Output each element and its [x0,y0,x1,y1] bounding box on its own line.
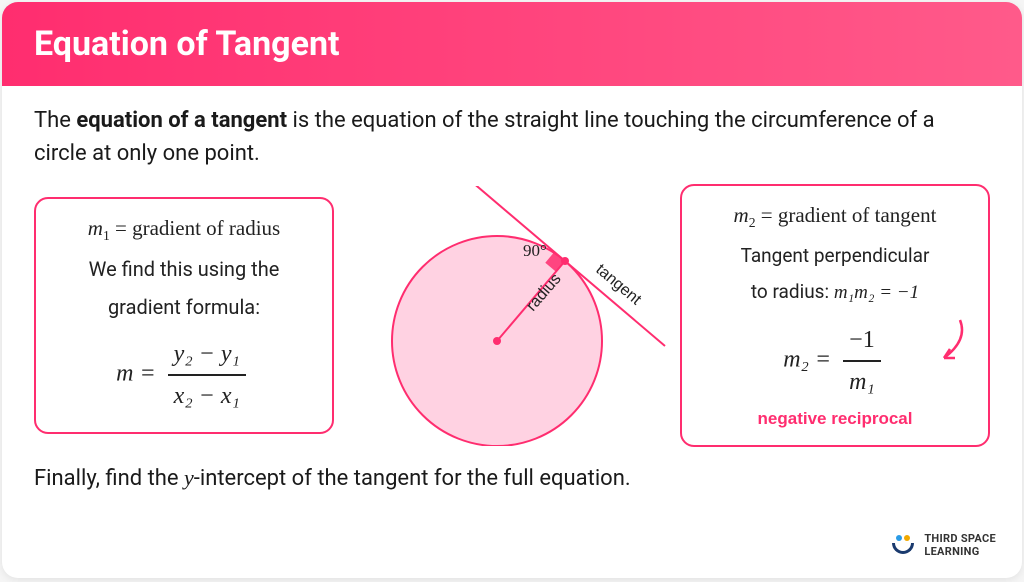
m2-den: m₁ [843,362,881,400]
left-box-title: m1 = gradient of radius [54,213,314,247]
negative-reciprocal-note: negative reciprocal [700,406,970,432]
frac-den: x₂ − x₁ [168,376,246,414]
perp-line2: to radius: m₁m₂ = −1 [700,278,970,308]
info-card: Equation of Tangent The equation of a ta… [2,2,1022,578]
m1-symbol: m [88,216,103,240]
touch-dot [561,257,569,265]
header-title: Equation of Tangent [34,24,340,64]
brand-line2: LEARNING [924,545,996,558]
m1-sub: 1 [103,228,110,243]
left-line2: gradient formula: [54,292,314,322]
left-title-rest: = gradient of radius [110,216,280,240]
final-after: -intercept of the tangent for the full e… [194,466,631,491]
circle-diagram: 90° radius tangent [347,186,667,446]
final-before: Finally, find the [34,466,184,491]
arrow-icon [930,318,970,368]
angle-label: 90° [523,241,547,260]
final-text: Finally, find the y-intercept of the tan… [34,461,990,495]
diagram-svg: 90° radius tangent [347,186,667,446]
brand-text: THIRD SPACE LEARNING [924,532,996,558]
intro-text: The equation of a tangent is the equatio… [34,104,990,170]
perp2-math: m₁m₂ = −1 [834,282,919,303]
intro-bold: equation of a tangent [76,108,287,133]
frac-num: y₂ − y₁ [168,336,246,376]
right-box-title: m2 = gradient of tangent [700,200,970,234]
formula-lhs: m = [116,361,156,387]
brand-icon [890,535,916,555]
card-header: Equation of Tangent [2,2,1022,86]
perp2-text: to radius: [751,280,834,303]
m2-symbol: m [734,203,749,227]
left-line1: We find this using the [54,254,314,284]
center-dot [493,337,501,345]
m2-num: −1 [843,322,881,362]
brand-line1: THIRD SPACE [924,532,996,545]
m2-sub: 2 [749,215,756,230]
m2-lhs: m₂ = [783,346,831,372]
right-box: m2 = gradient of tangent Tangent perpend… [680,184,990,447]
intro-before: The [34,108,76,133]
perp-line1: Tangent perpendicular [700,242,970,271]
right-title-rest: = gradient of tangent [756,203,937,227]
gradient-formula: m = y₂ − y₁ x₂ − x₁ [54,332,314,418]
left-box: m1 = gradient of radius We find this usi… [34,197,334,435]
final-y: y [184,465,194,490]
brand-logo: THIRD SPACE LEARNING [890,532,996,558]
card-body: The equation of a tangent is the equatio… [2,86,1022,495]
tangent-label: tangent [592,261,644,309]
content-row: m1 = gradient of radius We find this usi… [34,184,990,447]
gradient-fraction: y₂ − y₁ x₂ − x₁ [168,336,246,414]
m2-fraction: −1 m₁ [843,322,881,400]
